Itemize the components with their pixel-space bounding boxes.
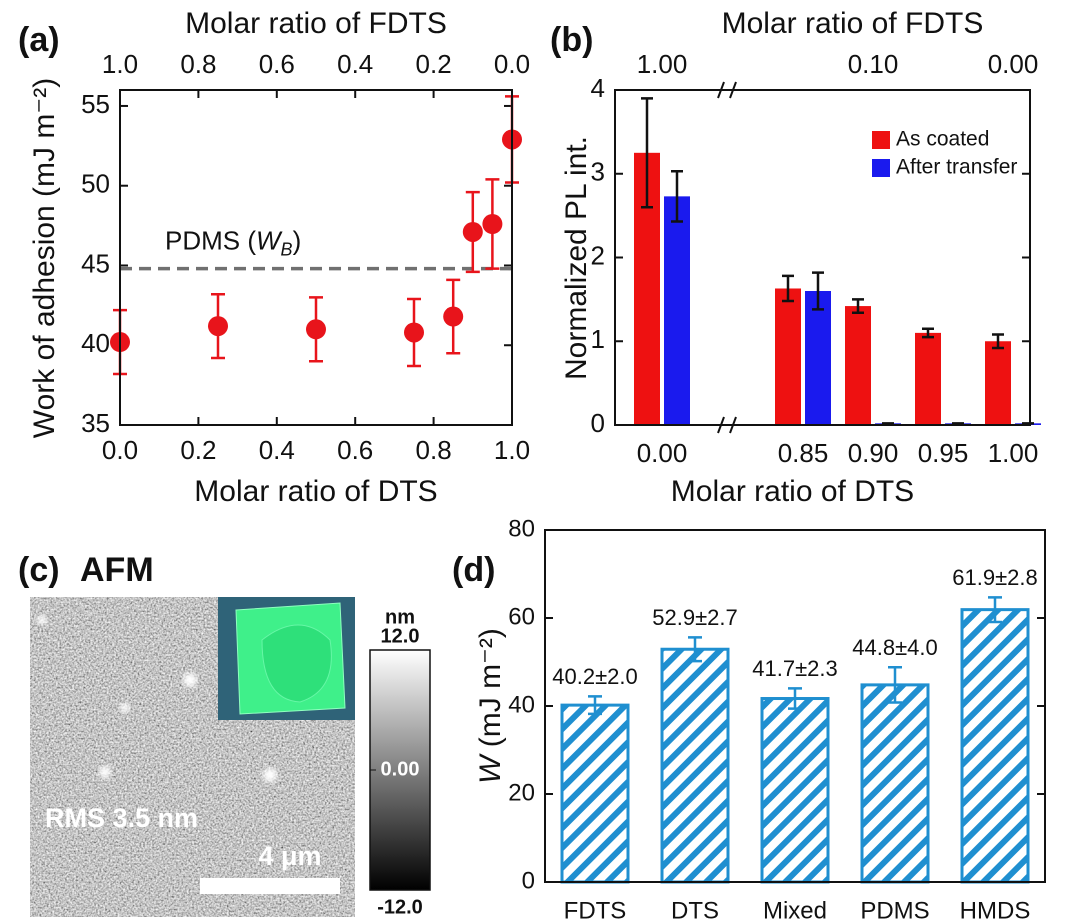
value-label: 52.9±2.7 <box>652 605 737 630</box>
legend-label: As coated <box>896 128 989 151</box>
afm-feature <box>37 615 47 625</box>
x-tick-label: FDTS <box>564 897 627 922</box>
bar <box>962 610 1028 882</box>
x-tick-label: 0.95 <box>918 438 969 468</box>
scale-bar <box>200 878 340 894</box>
point <box>463 222 483 242</box>
point <box>306 319 326 339</box>
y-tick-label: 50 <box>81 169 110 199</box>
panel-label: (a) <box>18 21 60 59</box>
x-tick-label: 0.85 <box>778 438 829 468</box>
afm-feature <box>183 673 197 687</box>
point <box>208 316 228 336</box>
x-axis-title: Molar ratio of DTS <box>671 475 914 508</box>
point <box>443 307 463 327</box>
bar <box>664 196 690 425</box>
colorbar-tick-label: 0.00 <box>381 758 420 780</box>
y-tick-label: 40 <box>508 691 535 718</box>
point <box>482 214 502 234</box>
bar <box>845 306 871 425</box>
x-tick-label: 0.2 <box>180 435 216 465</box>
x2-tick-label: 0.0 <box>494 49 530 79</box>
y-tick-label: 35 <box>81 408 110 438</box>
bar <box>805 291 831 425</box>
y-tick-label: 0 <box>591 408 605 438</box>
bar <box>862 685 928 882</box>
x2-axis-title: Molar ratio of FDTS <box>722 7 984 40</box>
bar <box>985 341 1011 425</box>
reference-label: PDMS (WB) <box>165 226 301 260</box>
value-label: 40.2±2.0 <box>552 664 637 689</box>
panel-label: (d) <box>452 551 495 589</box>
x-tick-label: 0.8 <box>416 435 452 465</box>
x2-tick-label: 0.10 <box>848 49 899 79</box>
panel-label: (c) <box>18 551 60 589</box>
afm-feature <box>263 768 277 782</box>
colorbar-tick-label: 12.0 <box>381 625 420 647</box>
x-tick-label: PDMS <box>860 897 929 922</box>
afm-feature <box>120 703 130 713</box>
panel-title: AFM <box>80 551 154 589</box>
y-axis-title: Work of adhesion (mJ m⁻²) <box>28 78 61 438</box>
point <box>404 322 424 342</box>
x-tick-label: 0.0 <box>102 435 138 465</box>
y-tick-label: 60 <box>508 603 535 630</box>
value-label: 44.8±4.0 <box>852 635 937 660</box>
x-tick-label: 0.00 <box>637 438 688 468</box>
bar <box>775 288 801 425</box>
x2-tick-label: 0.2 <box>416 49 452 79</box>
annotation: 4 μm <box>258 841 321 871</box>
y-axis-title: W (mJ m⁻²) <box>474 628 507 784</box>
x-tick-label: 0.6 <box>337 435 373 465</box>
y-tick-label: 4 <box>591 73 605 103</box>
legend-swatch <box>872 159 890 177</box>
y-tick-label: 0 <box>522 867 535 894</box>
x-tick-label: 1.00 <box>988 438 1039 468</box>
legend-label: After transfer <box>896 156 1017 179</box>
annotation: RMS 3.5 nm <box>45 803 198 833</box>
x-tick-label: Mixed <box>763 897 827 922</box>
bar <box>562 705 628 882</box>
x-tick-label: 0.4 <box>259 435 295 465</box>
y-tick-label: 20 <box>508 779 535 806</box>
y-tick-label: 45 <box>81 248 110 278</box>
colorbar-tick-label: -12.0 <box>377 896 423 918</box>
x2-tick-label: 1.0 <box>102 49 138 79</box>
x2-tick-label: 0.4 <box>337 49 373 79</box>
bar <box>762 699 828 882</box>
x-axis-title: Molar ratio of DTS <box>194 475 437 508</box>
x-tick-label: HMDS <box>960 897 1031 922</box>
figure: (a)35404550550.00.20.40.60.81.01.00.80.6… <box>0 0 1072 922</box>
x-tick-label: 0.90 <box>848 438 899 468</box>
afm-feature <box>99 766 111 778</box>
y-tick-label: 40 <box>81 328 110 358</box>
x-tick-label: 1.0 <box>494 435 530 465</box>
y-tick-label: 55 <box>81 89 110 119</box>
value-label: 61.9±2.8 <box>952 565 1037 590</box>
panel-label: (b) <box>550 21 593 59</box>
legend-swatch <box>872 131 890 149</box>
plot-frame <box>120 90 512 425</box>
x2-tick-label: 1.00 <box>637 49 688 79</box>
bar <box>915 333 941 425</box>
bar <box>662 649 728 882</box>
x2-tick-label: 0.6 <box>259 49 295 79</box>
x2-tick-label: 0.00 <box>988 49 1039 79</box>
x2-tick-label: 0.8 <box>180 49 216 79</box>
x2-axis-title: Molar ratio of FDTS <box>185 7 447 40</box>
x-tick-label: DTS <box>671 897 719 922</box>
y-tick-label: 80 <box>508 515 535 542</box>
y-axis-title: Normalized PL int. <box>560 136 593 380</box>
value-label: 41.7±2.3 <box>752 656 837 681</box>
